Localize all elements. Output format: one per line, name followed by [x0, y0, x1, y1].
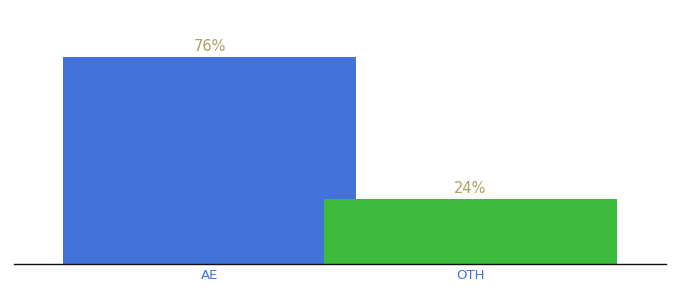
Bar — [63, 57, 356, 264]
Text: 24%: 24% — [454, 181, 487, 196]
Text: 76%: 76% — [193, 39, 226, 54]
Bar — [324, 199, 617, 264]
